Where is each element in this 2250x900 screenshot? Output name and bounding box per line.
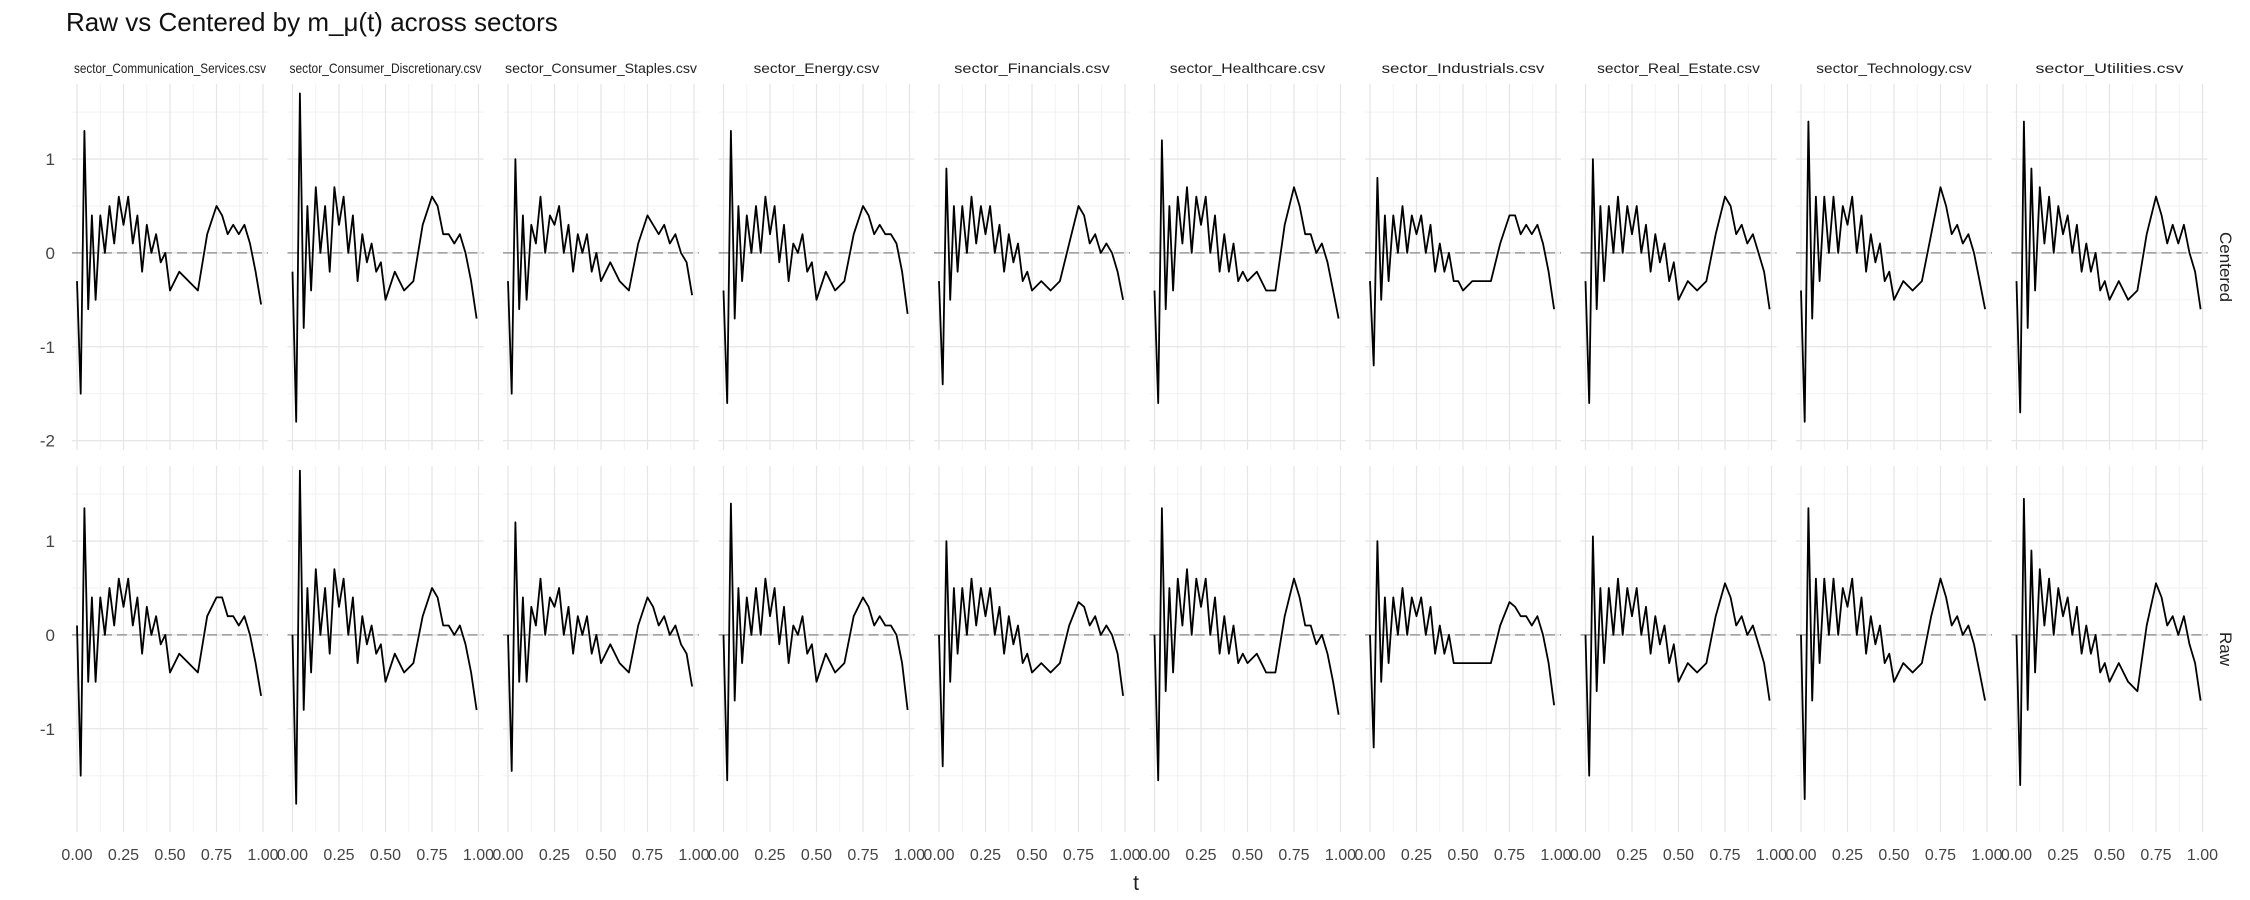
series-line xyxy=(1584,158,1771,405)
x-tick-label: 0.00 xyxy=(923,847,954,864)
series-line xyxy=(507,158,693,395)
x-tick-label: 0.25 xyxy=(108,847,139,864)
facet-strip-label: sector_Consumer_Staples.csv xyxy=(505,60,697,76)
y-tick-label: -2 xyxy=(40,432,55,451)
x-tick-label: 0.25 xyxy=(1616,847,1647,864)
x-tick-label: 0.25 xyxy=(323,847,354,864)
y-tick-label: 0 xyxy=(46,244,55,263)
chart-title: Raw vs Centered by m_μ(t) across sectors xyxy=(66,7,558,37)
series-line xyxy=(938,540,1124,768)
x-tick-label: 0.50 xyxy=(154,847,185,864)
y-tick-label: 1 xyxy=(46,150,55,169)
facet-strip-label: sector_Financials.csv xyxy=(954,60,1109,76)
series-line xyxy=(2015,497,2202,786)
x-tick-label: 0.00 xyxy=(1354,847,1385,864)
facet-strip-label: sector_Communication_Services.csv xyxy=(74,60,266,76)
facet-strip-label: sector_Technology.csv xyxy=(1816,60,1971,76)
x-tick-label: 0.50 xyxy=(370,847,401,864)
x-tick-label: 0.50 xyxy=(1016,847,1047,864)
x-tick-label: 1.00 xyxy=(894,847,925,864)
x-tick-label: 0.75 xyxy=(632,847,663,864)
series-line xyxy=(1153,507,1340,782)
y-tick-label: -1 xyxy=(40,338,55,357)
x-tick-label: 0.25 xyxy=(970,847,1001,864)
x-tick-label: 0.00 xyxy=(492,847,523,864)
x-tick-label: 1.00 xyxy=(463,847,494,864)
x-tick-label: 0.75 xyxy=(1063,847,1094,864)
x-tick-label: 0.50 xyxy=(1878,847,1909,864)
series-line xyxy=(1800,507,1986,801)
series-line xyxy=(291,469,478,805)
row-strip-label: Centered xyxy=(2216,232,2235,302)
series-line xyxy=(722,502,909,782)
facet-strip-label: sector_Consumer_Discretionary.csv xyxy=(290,60,482,76)
row-strip-label: Raw xyxy=(2216,632,2235,667)
x-tick-label: 0.75 xyxy=(1494,847,1525,864)
x-tick-label: 1.00 xyxy=(1325,847,1356,864)
x-tick-label: 0.25 xyxy=(1185,847,1216,864)
x-tick-label: 0.50 xyxy=(1663,847,1694,864)
x-tick-label: 1.00 xyxy=(678,847,709,864)
x-tick-label: 0.50 xyxy=(801,847,832,864)
x-tick-label: 1.00 xyxy=(1109,847,1140,864)
series-line xyxy=(1369,540,1555,749)
x-tick-label: 1.00 xyxy=(1971,847,2002,864)
facet-strip-label: sector_Energy.csv xyxy=(754,60,880,76)
x-tick-label: 0.75 xyxy=(1709,847,1740,864)
facet-strip-label: sector_Utilities.csv xyxy=(2036,60,2184,76)
x-tick-label: 1.00 xyxy=(2187,847,2218,864)
series-line xyxy=(76,507,262,777)
x-tick-label: 0.00 xyxy=(61,847,92,864)
x-tick-label: 0.50 xyxy=(1447,847,1478,864)
series-line xyxy=(291,92,478,423)
series-line xyxy=(76,129,262,395)
x-tick-label: 0.25 xyxy=(2047,847,2078,864)
x-tick-label: 0.25 xyxy=(539,847,570,864)
facet-strip-label: sector_Healthcare.csv xyxy=(1170,60,1325,76)
x-tick-label: 0.00 xyxy=(2001,847,2032,864)
series-line xyxy=(2015,120,2202,414)
series-line xyxy=(1584,535,1771,777)
series-line xyxy=(1369,176,1555,367)
facet-strip-label: sector_Real_Estate.csv xyxy=(1597,60,1760,76)
x-tick-label: 0.00 xyxy=(1139,847,1170,864)
y-tick-label: 1 xyxy=(46,532,55,551)
x-tick-label: 0.00 xyxy=(1570,847,1601,864)
x-tick-label: 0.75 xyxy=(847,847,878,864)
x-tick-label: 0.50 xyxy=(585,847,616,864)
x-tick-label: 0.50 xyxy=(2094,847,2125,864)
series-line xyxy=(938,167,1124,386)
series-line xyxy=(1800,120,1986,423)
x-tick-label: 0.75 xyxy=(2140,847,2171,864)
x-tick-label: 1.00 xyxy=(247,847,278,864)
x-axis-title: t xyxy=(1133,872,1139,895)
x-tick-label: 0.50 xyxy=(1232,847,1263,864)
x-tick-label: 0.75 xyxy=(201,847,232,864)
x-tick-label: 0.25 xyxy=(754,847,785,864)
y-tick-label: 0 xyxy=(46,626,55,645)
x-tick-label: 0.75 xyxy=(416,847,447,864)
y-tick-label: -1 xyxy=(40,720,55,739)
series-line xyxy=(507,521,693,772)
series-line xyxy=(722,129,909,405)
x-tick-label: 1.00 xyxy=(1756,847,1787,864)
x-tick-label: 0.25 xyxy=(1401,847,1432,864)
x-tick-label: 0.00 xyxy=(277,847,308,864)
x-tick-label: 0.25 xyxy=(1832,847,1863,864)
series-line xyxy=(1153,139,1340,405)
x-tick-label: 0.75 xyxy=(1925,847,1956,864)
x-tick-label: 0.00 xyxy=(708,847,739,864)
x-tick-label: 1.00 xyxy=(1540,847,1571,864)
x-tick-label: 0.00 xyxy=(1785,847,1816,864)
facet-strip-label: sector_Industrials.csv xyxy=(1382,60,1545,76)
x-tick-label: 0.75 xyxy=(1278,847,1309,864)
